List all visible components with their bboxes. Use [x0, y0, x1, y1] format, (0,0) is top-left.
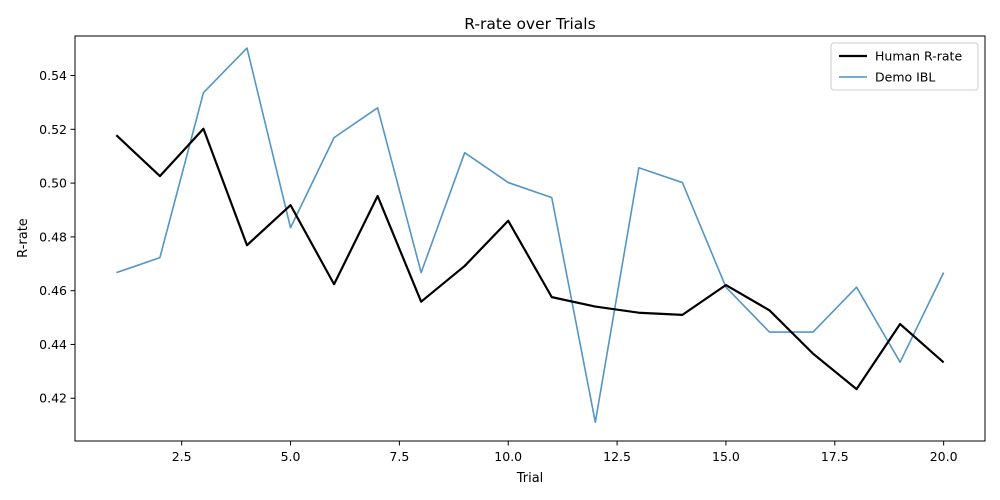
x-tick-label: 2.5	[172, 449, 192, 464]
x-tick-label: 15.0	[712, 449, 740, 464]
y-tick-label: 0.50	[39, 176, 67, 191]
y-axis-ticks: 0.42 0.44 0.46 0.48 0.50 0.52 0.54	[39, 68, 75, 406]
chart-title: R-rate over Trials	[464, 15, 595, 33]
x-tick-label: 7.5	[389, 449, 409, 464]
series-line-demo-ibl	[116, 47, 945, 423]
legend: Human R-rate Demo IBL	[830, 42, 979, 91]
x-axis-title: Trial	[516, 471, 544, 486]
plot-frame	[74, 35, 986, 442]
y-tick-label: 0.54	[39, 68, 67, 83]
x-axis-ticks: 2.5 5.0 7.5 10.0 12.5 15.0 17.5 20.0	[172, 441, 958, 464]
y-tick-label: 0.48	[39, 229, 67, 244]
x-tick-label: 20.0	[930, 449, 958, 464]
y-tick-label: 0.52	[39, 122, 67, 137]
x-tick-label: 10.0	[494, 449, 522, 464]
y-tick-label: 0.46	[39, 283, 67, 298]
legend-box	[830, 42, 979, 91]
series-lines	[115, 47, 945, 423]
legend-label-human-r-rate: Human R-rate	[875, 49, 962, 64]
x-tick-label: 17.5	[821, 449, 849, 464]
legend-label-demo-ibl: Demo IBL	[875, 70, 935, 85]
y-tick-label: 0.44	[39, 337, 67, 352]
y-axis-title: R-rate	[16, 218, 31, 258]
x-tick-label: 5.0	[281, 449, 301, 464]
y-tick-label: 0.42	[39, 391, 67, 406]
series-line-human-r-rate	[115, 127, 945, 391]
x-tick-label: 12.5	[603, 449, 631, 464]
